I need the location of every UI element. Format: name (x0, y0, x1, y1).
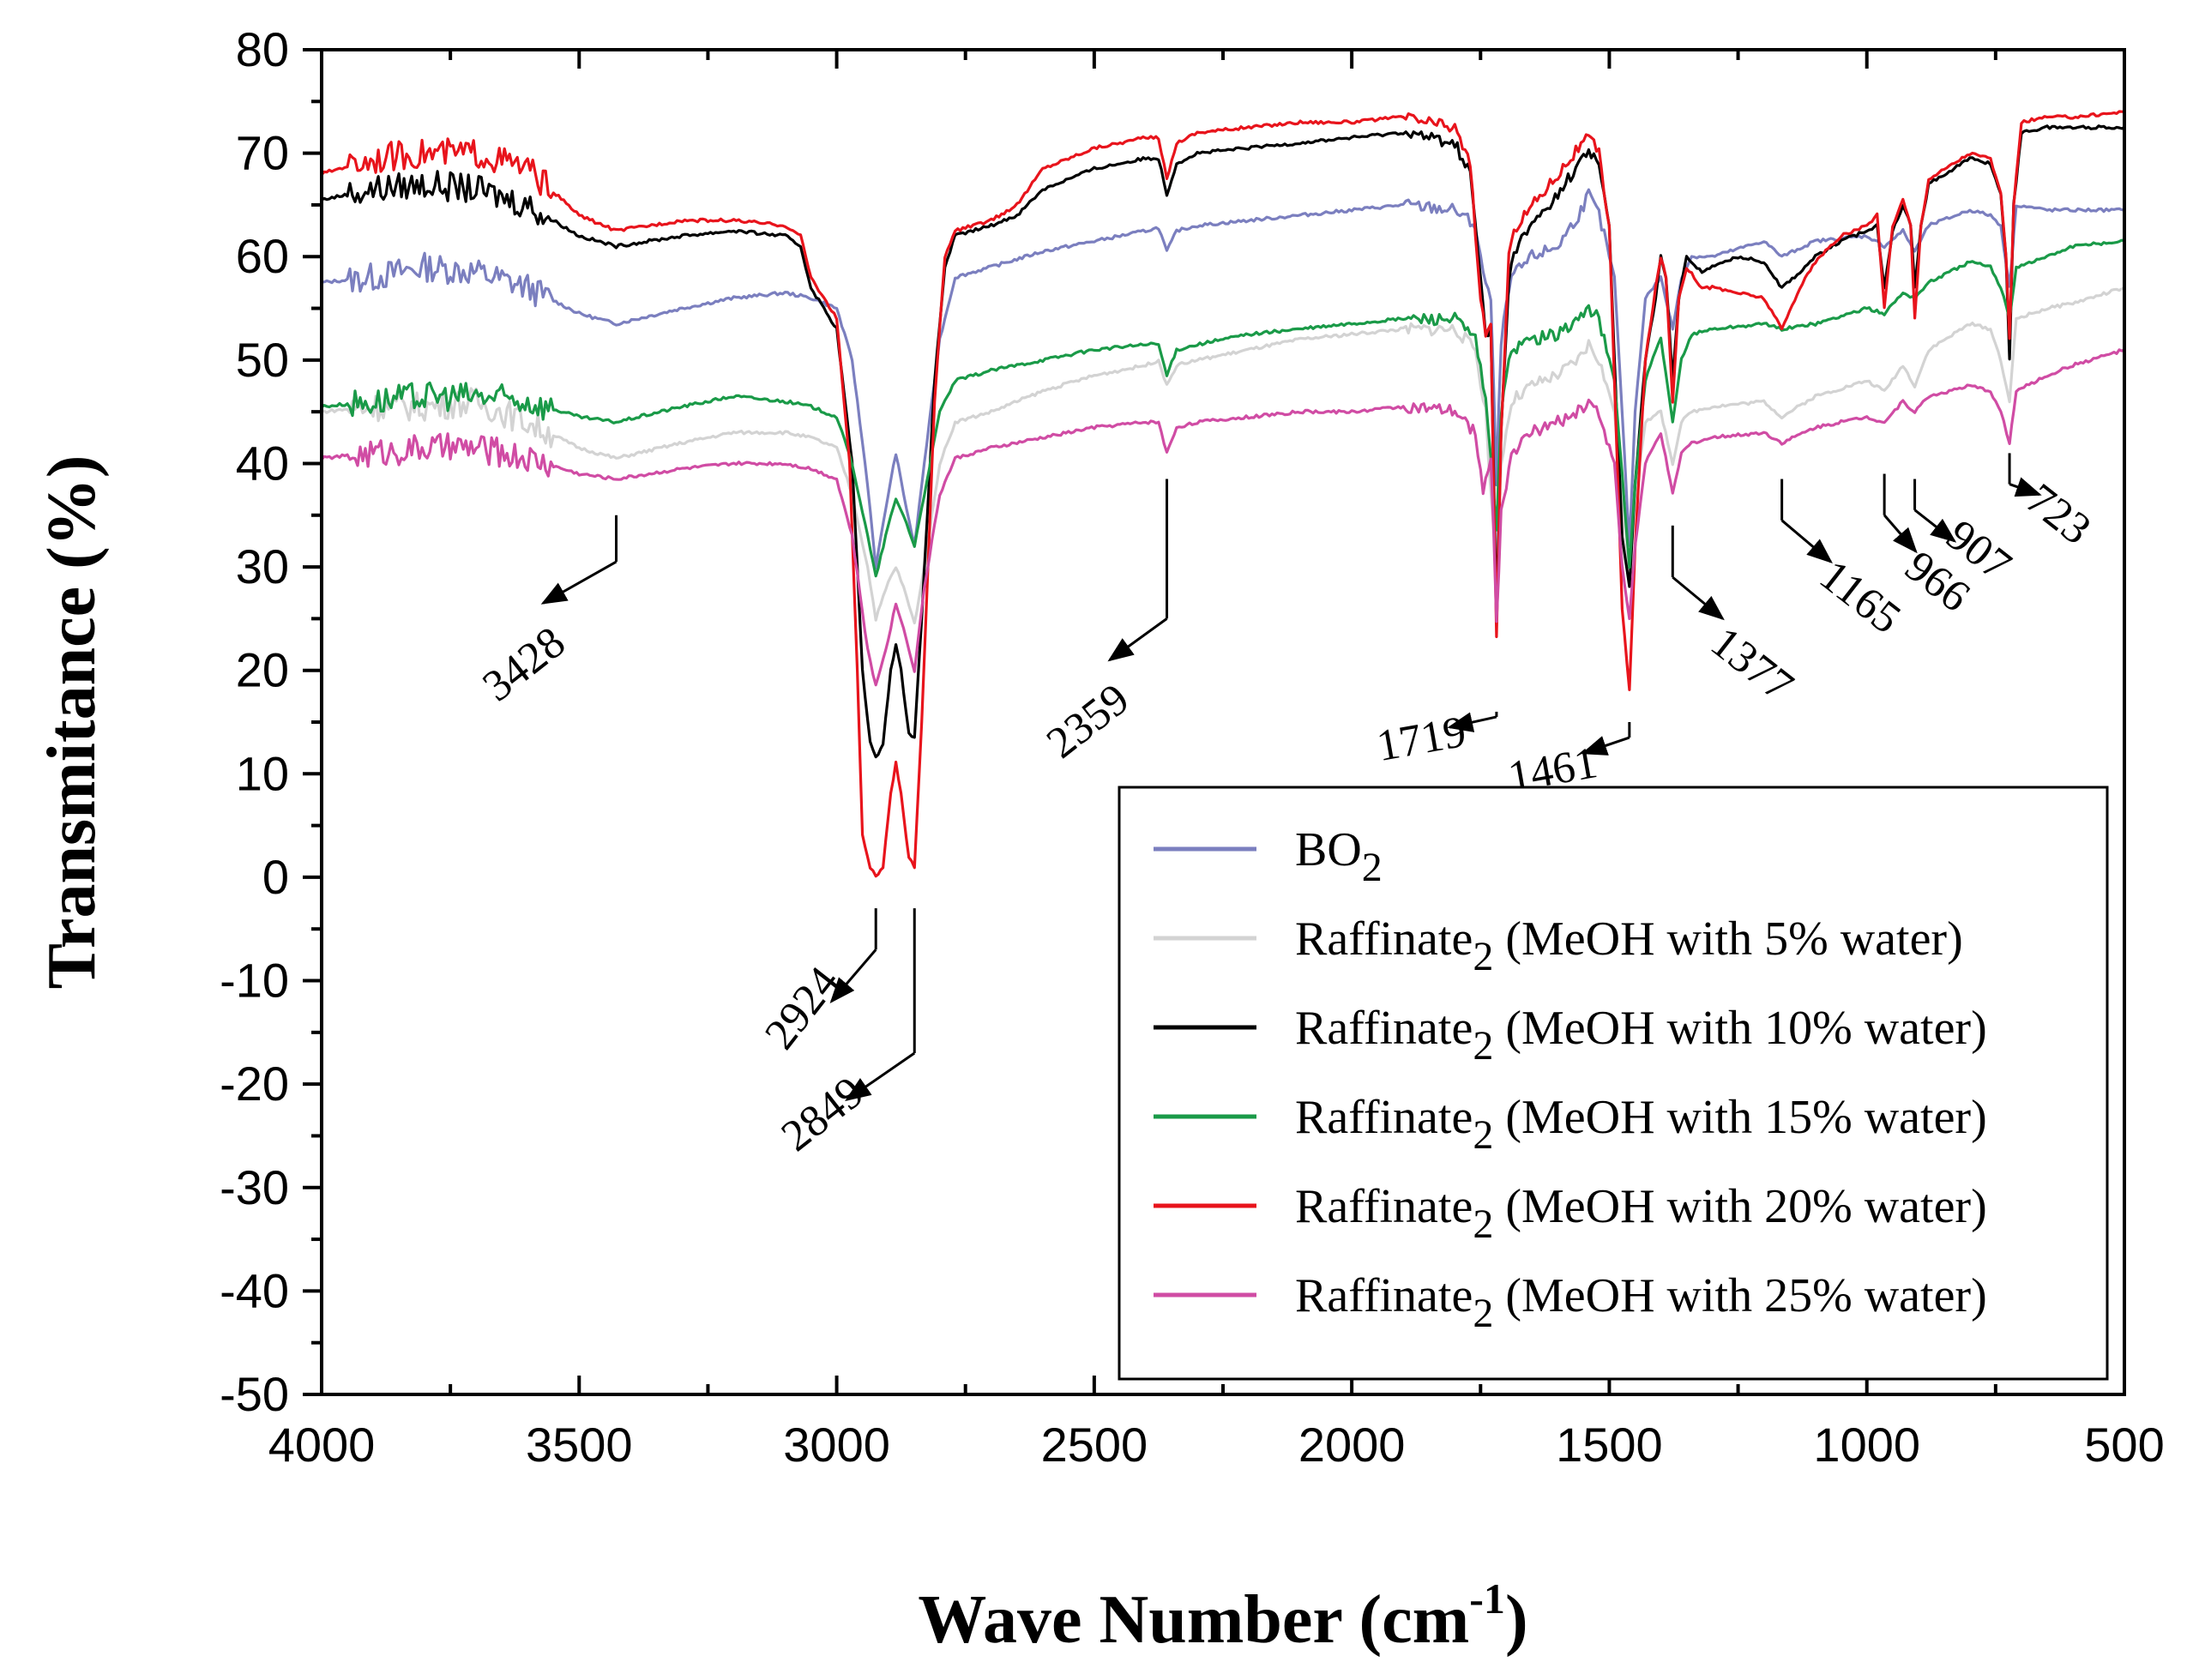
legend-label-suffix: (MeOH with 5% water) (1493, 912, 1962, 966)
legend-label-suffix: (MeOH with 25% water) (1493, 1269, 1986, 1322)
peak-arrow (540, 560, 618, 605)
legend-label-sub: 2 (1473, 1201, 1493, 1247)
legend-label-name: Raffinate (1295, 1180, 1473, 1233)
legend-label-sub: 2 (1473, 934, 1493, 979)
series-line (321, 188, 2125, 570)
x-tick-label: 500 (2084, 1418, 2164, 1472)
legend-label-name: Raffinate (1295, 1002, 1473, 1055)
tick-layer: 4000 3500 3000 2500 2000 1500 1000 500 80 70 60 50 4… (220, 22, 2165, 1472)
legend-label: Raffinate2 (MeOH with 15% water) (1295, 1091, 1987, 1158)
y-tick-label: 20 (236, 643, 289, 697)
legend-label-name: Raffinate (1295, 912, 1473, 966)
y-tick-label: -40 (220, 1263, 289, 1317)
series-layer (320, 110, 2125, 878)
y-tick-label: 0 (262, 850, 289, 904)
x-tick-label: 1500 (1556, 1418, 1663, 1472)
series-line (320, 348, 2125, 687)
legend-label-name: BO (1295, 823, 1362, 876)
legend-box (1118, 786, 2109, 1381)
peak-arrow (845, 1051, 916, 1101)
x-axis-title: Wave Number (cm-1) (918, 1575, 1527, 1658)
y-tick-label: -30 (220, 1160, 289, 1214)
x-axis-title-sup: -1 (1469, 1575, 1505, 1623)
y-tick-label: -20 (220, 1057, 289, 1111)
x-tick-label: 2000 (1298, 1418, 1406, 1472)
y-tick-label: 30 (236, 539, 289, 593)
x-tick-label: 2500 (1041, 1418, 1148, 1472)
y-tick-label: 50 (236, 333, 289, 387)
series-line (321, 238, 2125, 578)
y-tick-label: 70 (236, 126, 289, 180)
legend-label: Raffinate2 (MeOH with 10% water) (1295, 1002, 1987, 1069)
legend-label-suffix: (MeOH with 20% water) (1493, 1180, 1986, 1233)
peak-arrow (1107, 617, 1168, 662)
x-tick-label: 4000 (268, 1418, 376, 1472)
x-axis-title-main: Wave Number (cm (918, 1582, 1469, 1658)
y-tick-label: 10 (236, 746, 289, 800)
legend-label: BO2 (1295, 823, 1383, 890)
x-tick-label: 3000 (783, 1418, 890, 1472)
peak-arrow (1883, 514, 1918, 554)
legend-label-suffix: (MeOH with 15% water) (1493, 1091, 1986, 1144)
peak-arrow (829, 948, 877, 1003)
y-tick-label: -50 (220, 1367, 289, 1421)
peak-arrow (1447, 712, 1497, 732)
peak-arrow (2009, 477, 2042, 497)
legend-label-name: Raffinate (1295, 1091, 1473, 1144)
series-line (321, 286, 2125, 625)
x-axis-title-close: ) (1505, 1582, 1528, 1658)
legend-label-sub: 2 (1362, 845, 1383, 890)
peak-arrow (1581, 736, 1630, 756)
legend-label: Raffinate2 (MeOH with 5% water) (1295, 912, 1963, 979)
legend-label: Raffinate2 (MeOH with 20% water) (1295, 1180, 1987, 1247)
y-axis-title: Transmitance (%) (34, 455, 110, 990)
y-tick-label: 40 (236, 436, 289, 490)
legend-label-suffix: (MeOH with 10% water) (1493, 1002, 1986, 1055)
legend-label-name: Raffinate (1295, 1269, 1473, 1322)
legend-label: Raffinate2 (MeOH with 25% water) (1295, 1269, 1987, 1336)
x-tick-label: 1000 (1813, 1418, 1920, 1472)
y-tick-label: -10 (220, 954, 289, 1008)
x-tick-label: 3500 (526, 1418, 633, 1472)
y-tick-label: 80 (236, 22, 289, 76)
series-line (320, 110, 2125, 878)
peak-arrow (1672, 575, 1725, 621)
peak-arrow (1913, 509, 1957, 543)
legend-label-sub: 2 (1473, 1023, 1493, 1069)
peak-arrow (1780, 519, 1833, 563)
y-tick-label: 60 (236, 229, 289, 283)
legend-label-sub: 2 (1473, 1291, 1493, 1336)
legend-label-sub: 2 (1473, 1112, 1493, 1158)
